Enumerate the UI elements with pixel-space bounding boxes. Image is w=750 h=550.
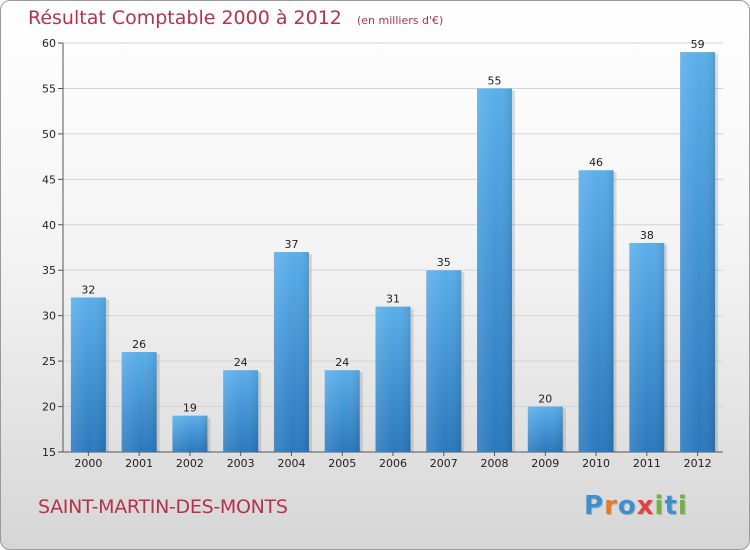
y-tick-label: 50: [42, 128, 56, 141]
bar-value-label: 24: [335, 356, 349, 369]
y-tick-label: 30: [42, 310, 56, 323]
bar-value-label: 19: [183, 402, 197, 415]
y-tick-label: 45: [42, 173, 56, 186]
commune-name: SAINT-MARTIN-DES-MONTS: [38, 496, 288, 518]
x-tick-label: 2012: [684, 457, 712, 470]
bar-value-label: 26: [132, 338, 146, 351]
logo-letter: o: [617, 491, 637, 521]
x-tick-label: 2000: [74, 457, 102, 470]
bar-highlight: [578, 170, 614, 452]
bars: [70, 52, 719, 452]
bar-highlight: [70, 297, 106, 452]
y-tick-label: 35: [42, 264, 56, 277]
bar-value-label: 31: [386, 293, 400, 306]
x-tick-label: 2009: [531, 457, 559, 470]
bar-value-label: 24: [234, 356, 248, 369]
bar-value-label: 32: [81, 283, 95, 296]
bar-highlight: [172, 415, 208, 452]
bar-value-label: 46: [589, 156, 603, 169]
x-tick-label: 2006: [379, 457, 407, 470]
title-row: Résultat Comptable 2000 à 2012 (en milli…: [28, 7, 443, 29]
x-tick-label: 2008: [481, 457, 509, 470]
bar-highlight: [121, 352, 157, 452]
y-tick-label: 55: [42, 82, 56, 95]
bar-highlight: [375, 306, 411, 452]
bar-highlight: [223, 370, 259, 452]
y-tick-label: 25: [42, 355, 56, 368]
y-tick-label: 60: [42, 37, 56, 50]
y-tick-label: 20: [42, 401, 56, 414]
x-tick-label: 2002: [176, 457, 204, 470]
bar-highlight: [680, 52, 716, 452]
bar-value-label: 35: [437, 256, 451, 269]
logo-letter: i: [677, 491, 688, 521]
bar-value-label: 38: [640, 229, 654, 242]
bar-highlight: [426, 270, 462, 452]
logo-letter: t: [664, 491, 678, 521]
x-tick-label: 2003: [227, 457, 255, 470]
y-tick-label: 15: [42, 446, 56, 459]
proxiti-logo: Proxiti: [584, 491, 688, 521]
chart-unit-note: (en milliers d'€): [356, 14, 444, 27]
logo-letter: x: [636, 491, 655, 521]
x-tick-label: 2005: [328, 457, 356, 470]
bar-highlight: [629, 242, 665, 452]
x-tick-label: 2010: [582, 457, 610, 470]
x-tick-label: 2011: [633, 457, 661, 470]
logo-letter: r: [604, 491, 618, 521]
x-tick-label: 2007: [430, 457, 458, 470]
bar-highlight: [273, 252, 309, 452]
x-tick-label: 2004: [277, 457, 305, 470]
logo-letter: i: [654, 491, 665, 521]
bar-value-label: 55: [488, 74, 502, 87]
y-tick-label: 40: [42, 219, 56, 232]
chart-title: Résultat Comptable 2000 à 2012: [28, 7, 342, 29]
bar-highlight: [324, 370, 360, 452]
logo-letter: P: [584, 491, 605, 521]
bar-value-label: 37: [284, 238, 298, 251]
bar-value-labels: 32 26 19 24 37 24 31 35 55 20 46 38 59: [81, 38, 704, 415]
bar-highlight: [477, 88, 513, 452]
bar-value-label: 20: [538, 393, 552, 406]
bar-highlight: [527, 406, 563, 452]
bar-value-label: 59: [691, 38, 705, 51]
x-tick-label: 2001: [125, 457, 153, 470]
